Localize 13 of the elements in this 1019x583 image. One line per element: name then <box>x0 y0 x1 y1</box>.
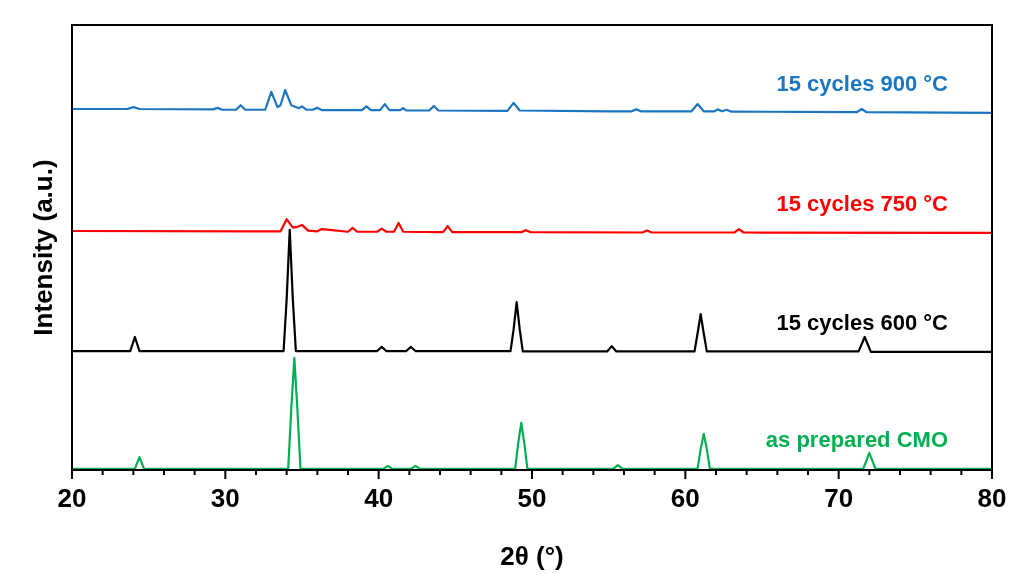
series-label: 15 cycles 900 °C <box>776 70 949 96</box>
x-tick-label: 40 <box>364 483 394 513</box>
series-label: 15 cycles 600 °C <box>776 309 949 335</box>
x-tick-label: 70 <box>824 483 854 513</box>
x-tick-label: 20 <box>57 483 87 513</box>
series-label: as prepared CMO <box>765 426 948 452</box>
series-label: 15 cycles 750 °C <box>776 190 949 216</box>
x-tick-label: 80 <box>977 483 1007 513</box>
x-tick-label: 50 <box>517 483 547 513</box>
x-tick-label: 30 <box>210 483 240 513</box>
y-axis-title: Intensity (a.u.) <box>28 159 58 336</box>
x-tick-label: 60 <box>670 483 700 513</box>
x-axis-title: 2θ (°) <box>500 541 564 571</box>
